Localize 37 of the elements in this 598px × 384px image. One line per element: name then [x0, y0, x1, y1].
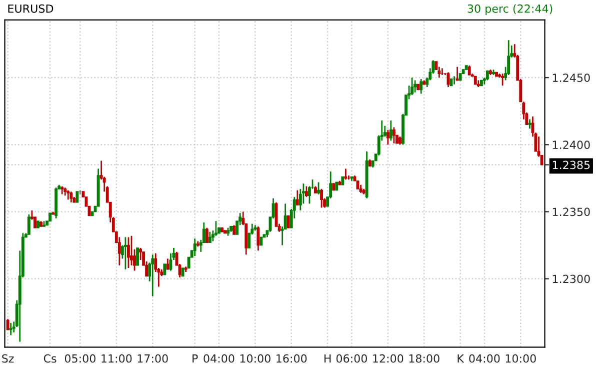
candlestick: [464, 65, 468, 70]
candlestick: [450, 78, 453, 86]
x-tick-label: 04:00: [204, 354, 234, 363]
x-tick-label: 17:00: [138, 354, 168, 363]
x-tick-label: 05:00: [64, 354, 96, 363]
y-tick-label: 1.2400: [552, 140, 590, 150]
x-tick-label: 12:00: [373, 354, 404, 363]
candlestick: [181, 268, 184, 276]
x-tick-label: Sz: [2, 354, 14, 363]
candlestick: [332, 183, 336, 191]
candlestick: [260, 236, 263, 246]
x-tick-label: 10:00: [240, 354, 270, 363]
x-tick-label: 18:00: [409, 354, 440, 363]
candlestick: [286, 215, 290, 228]
chart-subtitle: 30 perc (22:44): [468, 4, 552, 15]
x-tick-label: Cs: [44, 354, 56, 363]
x-tick-label: K: [458, 354, 464, 363]
chart-title: EURUSD: [8, 4, 54, 13]
candlestick: [335, 182, 338, 191]
candlestick: [480, 80, 483, 86]
candlestick: [458, 73, 462, 81]
x-tick-label: 11:00: [102, 354, 132, 363]
candlestick: [76, 191, 79, 203]
x-tick-label: P: [192, 354, 198, 363]
candlestick: [163, 264, 166, 276]
candlestick: [416, 84, 420, 90]
candlestick: [341, 176, 344, 186]
y-tick-label: 1.2350: [552, 208, 590, 216]
x-tick-label: 04:00: [469, 354, 500, 363]
y-tick-label: 1.2300: [552, 274, 590, 284]
y-tick-label: 1.2385: [552, 160, 590, 170]
x-tick-label: H: [324, 354, 331, 363]
x-tick-label: 06:00: [336, 354, 367, 363]
x-tick-label: 10:00: [506, 354, 536, 363]
x-tick-label: 16:00: [276, 354, 307, 363]
y-tick-label: 1.2450: [552, 74, 590, 82]
candlestick: [474, 76, 477, 85]
